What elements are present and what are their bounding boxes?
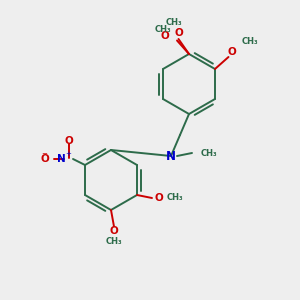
Text: O: O	[155, 193, 164, 203]
Text: O: O	[227, 47, 236, 58]
Text: −: −	[42, 151, 47, 157]
Text: N: N	[166, 149, 176, 163]
Text: CH₃: CH₃	[167, 194, 184, 202]
Text: +: +	[66, 151, 71, 157]
Text: CH₃: CH₃	[154, 26, 171, 34]
Text: O: O	[110, 226, 118, 236]
Text: CH₃: CH₃	[166, 18, 182, 27]
Text: N: N	[57, 154, 65, 164]
Text: O: O	[40, 154, 49, 164]
Text: CH₃: CH₃	[201, 148, 217, 158]
Text: CH₃: CH₃	[242, 38, 259, 46]
Text: O: O	[174, 28, 183, 38]
Text: CH₃: CH₃	[106, 237, 122, 246]
Text: O: O	[160, 31, 169, 41]
Text: O: O	[64, 136, 73, 146]
